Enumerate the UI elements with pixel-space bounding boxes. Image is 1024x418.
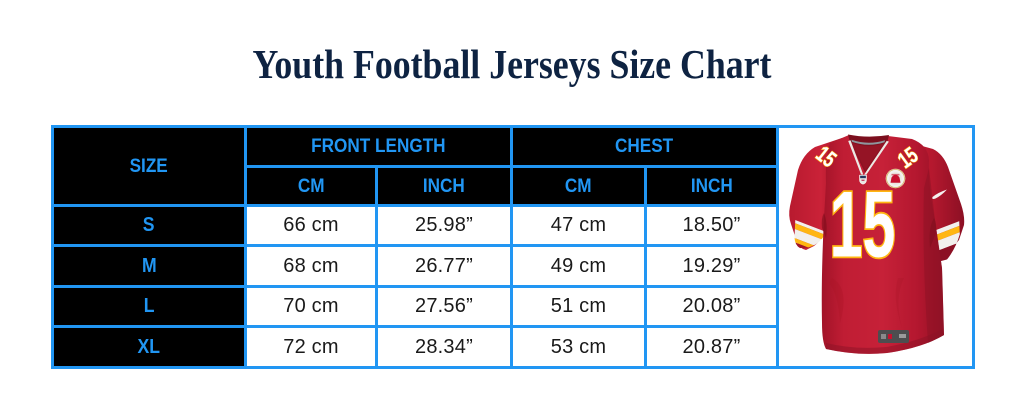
svg-text:15: 15 — [829, 172, 895, 277]
